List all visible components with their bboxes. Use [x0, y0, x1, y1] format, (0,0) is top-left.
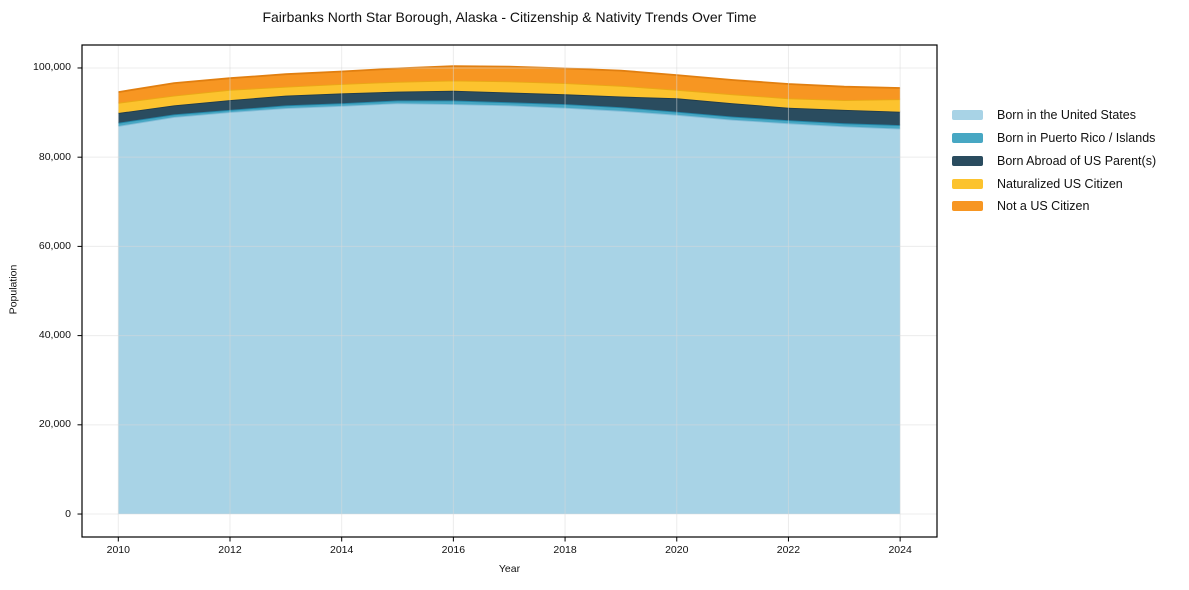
legend-swatch	[952, 110, 983, 121]
x-tick-label: 2022	[776, 544, 801, 556]
chart-title: Fairbanks North Star Borough, Alaska - C…	[262, 9, 757, 25]
legend-item-label: Born Abroad of US Parent(s)	[997, 153, 1157, 168]
y-tick-label: 40,000	[38, 329, 71, 342]
y-tick-label: 60,000	[38, 239, 71, 252]
legend: Born in the United States Born in Puerto …	[952, 104, 1156, 218]
band-edge-4	[118, 65, 901, 93]
x-tick-label: 2018	[553, 544, 577, 556]
legend-swatch	[952, 133, 983, 144]
area-band-2	[118, 90, 901, 126]
legend-item-label: Born in Puerto Rico / Islands	[997, 131, 1156, 146]
legend-swatch	[952, 201, 983, 212]
area-band-0	[118, 103, 901, 514]
legend-swatch	[952, 178, 983, 189]
legend-item: Naturalized US Citizen	[952, 172, 1156, 195]
area-band-4	[118, 66, 901, 103]
legend-item-label: Naturalized US Citizen	[997, 176, 1123, 191]
x-tick-label: 2012	[218, 544, 242, 556]
x-tick-label: 2010	[106, 544, 130, 556]
legend-item-label: Born in the United States	[997, 108, 1136, 123]
legend-swatch	[952, 155, 983, 166]
legend-item: Not a US Citizen	[952, 195, 1156, 218]
x-tick-label: 2014	[329, 544, 354, 556]
x-tick-label: 2016	[441, 544, 466, 556]
legend-item: Born in the United States	[952, 104, 1156, 127]
y-tick-label: 100,000	[33, 61, 71, 74]
x-tick-label: 2024	[888, 544, 912, 556]
plot-frame	[81, 44, 938, 538]
y-tick-label: 80,000	[38, 150, 71, 163]
y-tick-label: 0	[65, 507, 71, 520]
legend-item: Born in Puerto Rico / Islands	[952, 127, 1156, 150]
area-band-3	[118, 80, 901, 113]
x-tick-label: 2020	[665, 544, 689, 556]
x-axis-label: Year	[498, 563, 521, 575]
legend-item-label: Not a US Citizen	[997, 199, 1090, 214]
y-tick-label: 20,000	[38, 418, 71, 431]
legend-item: Born Abroad of US Parent(s)	[952, 150, 1156, 173]
